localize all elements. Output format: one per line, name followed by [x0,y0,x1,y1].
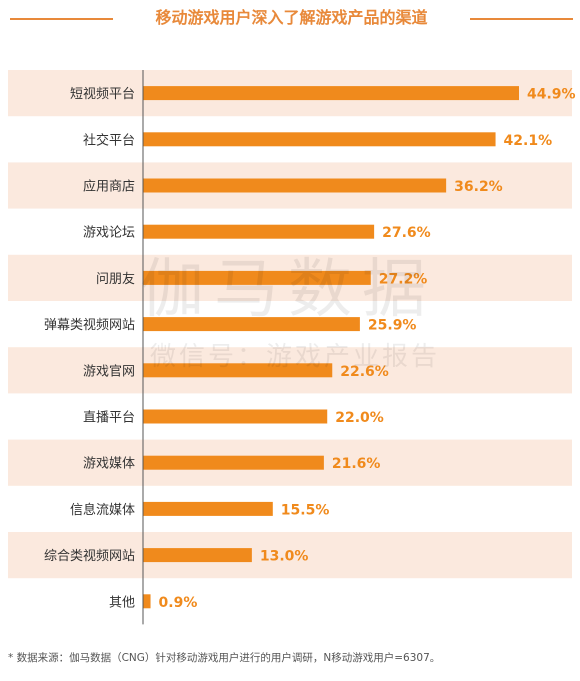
bar [143,86,519,101]
category-label: 应用商店 [83,179,135,195]
footnote-source: * 数据来源：伽马数据（CNG）针对移动游戏用户进行的用户调研，N移动游戏用户=… [8,652,441,664]
bar [143,594,151,609]
data-label: 27.2% [379,271,428,287]
category-label: 其他 [109,595,135,610]
data-label: 0.9% [159,595,198,611]
category-label: 弹幕类视频网站 [44,318,135,333]
category-label: 游戏官网 [83,363,135,379]
data-label: 27.6% [382,225,431,241]
row-band [8,532,572,579]
bar [143,409,328,424]
category-label: 信息流媒体 [70,502,135,518]
category-label: 游戏论坛 [83,226,135,241]
bar [143,224,375,239]
category-label: 游戏媒体 [83,457,135,472]
category-label: 问朋友 [96,271,135,287]
data-label: 36.2% [454,179,503,195]
data-label: 15.5% [281,502,330,518]
bar [143,548,252,563]
title-rule-left [10,18,113,20]
bar [143,270,371,285]
bar [143,501,273,516]
data-label: 25.9% [368,318,417,334]
category-label: 直播平台 [83,411,135,426]
data-label: 21.6% [332,456,381,472]
chart-header: 移动游戏用户深入了解游戏产品的渠道 [0,0,580,36]
title-rule-right [470,18,573,20]
chart-title: 移动游戏用户深入了解游戏产品的渠道 [155,8,428,27]
data-label: 13.0% [260,549,309,565]
category-label: 综合类视频网站 [44,549,135,564]
data-label: 42.1% [504,133,553,149]
data-label: 22.0% [335,410,384,426]
category-label: 社交平台 [83,132,135,148]
bar [143,317,360,332]
category-label: 短视频平台 [70,87,135,102]
data-label: 22.6% [340,364,389,380]
bar [143,132,496,147]
bar [143,455,324,470]
bar [143,178,447,193]
data-label: 44.9% [527,87,576,103]
bar [143,363,333,378]
